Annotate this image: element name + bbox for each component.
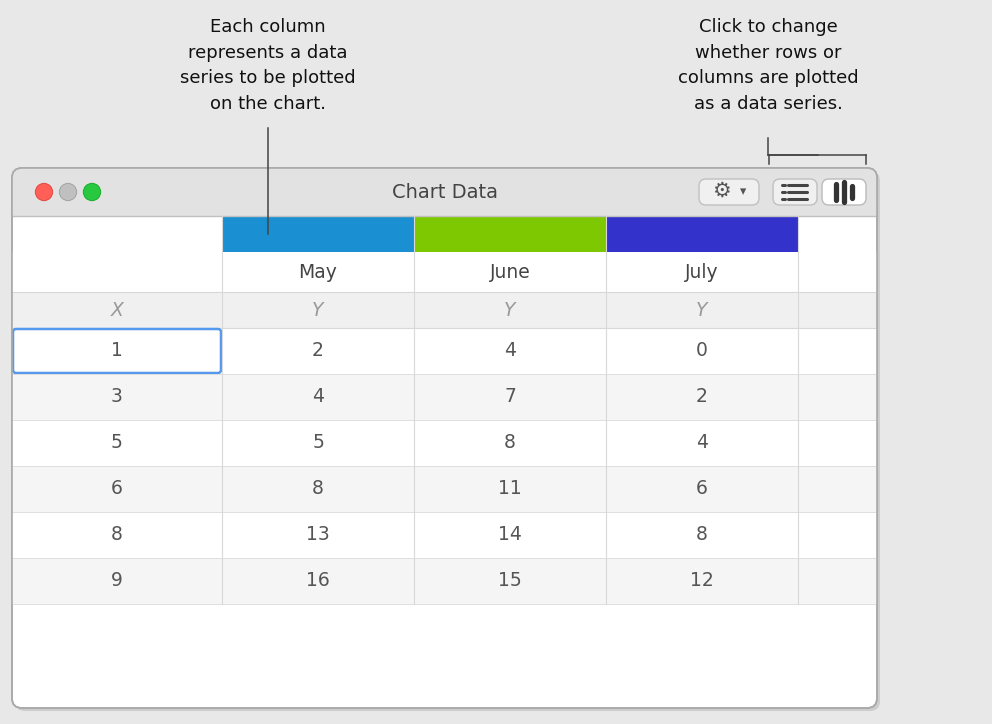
Text: July: July — [685, 263, 719, 282]
Text: 8: 8 — [111, 526, 123, 544]
Text: ▾: ▾ — [740, 185, 746, 198]
Circle shape — [83, 183, 100, 201]
Text: 8: 8 — [696, 526, 708, 544]
FancyBboxPatch shape — [15, 171, 880, 711]
Bar — [12, 328, 877, 374]
Text: 5: 5 — [312, 434, 324, 452]
Text: 7: 7 — [504, 387, 516, 406]
Text: 8: 8 — [312, 479, 324, 499]
Text: X: X — [110, 300, 123, 319]
FancyBboxPatch shape — [12, 168, 877, 216]
Bar — [222, 216, 414, 252]
Text: 3: 3 — [111, 387, 123, 406]
Text: 6: 6 — [111, 479, 123, 499]
Text: 4: 4 — [696, 434, 708, 452]
Bar — [12, 512, 877, 558]
Bar — [12, 420, 877, 466]
Bar — [12, 558, 877, 604]
Text: 16: 16 — [307, 571, 330, 591]
FancyBboxPatch shape — [822, 179, 866, 205]
Text: 9: 9 — [111, 571, 123, 591]
Text: Chart Data: Chart Data — [392, 182, 498, 201]
FancyBboxPatch shape — [13, 329, 221, 373]
Circle shape — [36, 183, 53, 201]
Text: 4: 4 — [312, 387, 324, 406]
Bar — [12, 292, 877, 328]
Text: 13: 13 — [307, 526, 330, 544]
Circle shape — [60, 183, 76, 201]
Text: Y: Y — [696, 300, 707, 319]
Text: 0: 0 — [696, 342, 708, 361]
Bar — [12, 204, 877, 216]
Text: 11: 11 — [498, 479, 522, 499]
Text: ⚙: ⚙ — [711, 181, 730, 201]
FancyBboxPatch shape — [12, 168, 877, 708]
Text: 6: 6 — [696, 479, 708, 499]
Bar — [12, 374, 877, 420]
Bar — [12, 252, 877, 292]
FancyBboxPatch shape — [773, 179, 817, 205]
Text: Y: Y — [312, 300, 323, 319]
Text: 5: 5 — [111, 434, 123, 452]
Text: 15: 15 — [498, 571, 522, 591]
Text: 1: 1 — [111, 342, 123, 361]
Text: 14: 14 — [498, 526, 522, 544]
Text: Each column
represents a data
series to be plotted
on the chart.: Each column represents a data series to … — [181, 18, 356, 113]
FancyBboxPatch shape — [699, 179, 759, 205]
Text: 2: 2 — [312, 342, 324, 361]
Text: May: May — [299, 263, 337, 282]
Text: Click to change
whether rows or
columns are plotted
as a data series.: Click to change whether rows or columns … — [678, 18, 858, 113]
Text: 12: 12 — [690, 571, 714, 591]
Text: Y: Y — [504, 300, 516, 319]
Bar — [12, 466, 877, 512]
Bar — [414, 216, 606, 252]
Bar — [606, 216, 798, 252]
Text: 4: 4 — [504, 342, 516, 361]
Text: 8: 8 — [504, 434, 516, 452]
Text: June: June — [490, 263, 531, 282]
Text: 2: 2 — [696, 387, 708, 406]
